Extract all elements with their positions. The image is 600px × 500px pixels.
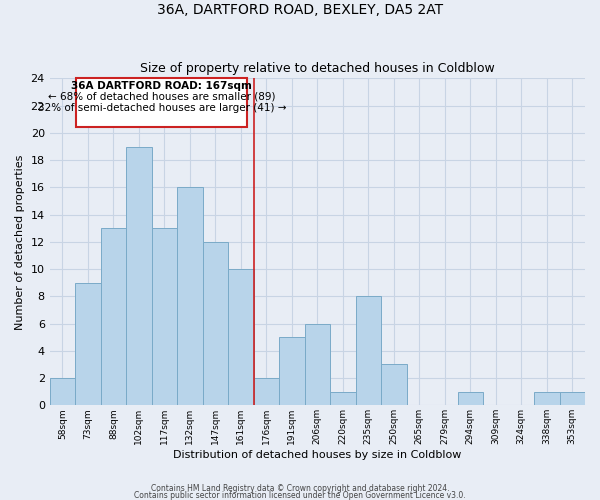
Bar	[203, 242, 228, 406]
Bar	[254, 378, 279, 406]
Bar	[126, 146, 152, 406]
Bar	[381, 364, 407, 406]
FancyBboxPatch shape	[76, 78, 247, 128]
Bar	[75, 282, 101, 406]
Bar	[560, 392, 585, 406]
Bar	[534, 392, 560, 406]
Bar	[458, 392, 483, 406]
Bar	[228, 269, 254, 406]
Text: 36A DARTFORD ROAD: 167sqm: 36A DARTFORD ROAD: 167sqm	[71, 81, 252, 91]
X-axis label: Distribution of detached houses by size in Coldblow: Distribution of detached houses by size …	[173, 450, 461, 460]
Bar	[356, 296, 381, 406]
Bar	[152, 228, 177, 406]
Bar	[305, 324, 330, 406]
Y-axis label: Number of detached properties: Number of detached properties	[15, 154, 25, 330]
Text: 32% of semi-detached houses are larger (41) →: 32% of semi-detached houses are larger (…	[38, 102, 286, 113]
Text: Contains HM Land Registry data © Crown copyright and database right 2024.: Contains HM Land Registry data © Crown c…	[151, 484, 449, 493]
Bar	[177, 188, 203, 406]
Bar	[50, 378, 75, 406]
Text: ← 68% of detached houses are smaller (89): ← 68% of detached houses are smaller (89…	[48, 92, 275, 102]
Bar	[330, 392, 356, 406]
Bar	[101, 228, 126, 406]
Title: Size of property relative to detached houses in Coldblow: Size of property relative to detached ho…	[140, 62, 495, 74]
Text: 36A, DARTFORD ROAD, BEXLEY, DA5 2AT: 36A, DARTFORD ROAD, BEXLEY, DA5 2AT	[157, 2, 443, 16]
Bar	[279, 337, 305, 406]
Text: Contains public sector information licensed under the Open Government Licence v3: Contains public sector information licen…	[134, 491, 466, 500]
